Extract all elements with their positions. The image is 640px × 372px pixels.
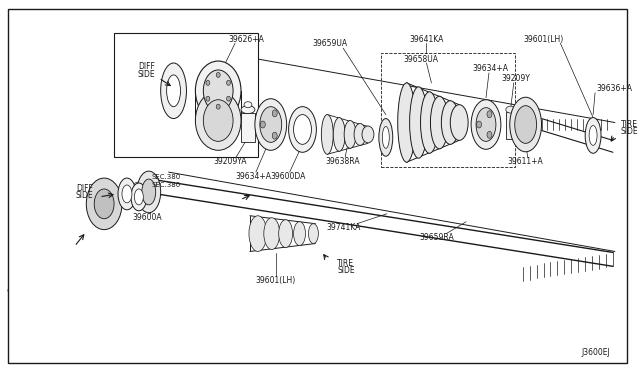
Ellipse shape	[515, 106, 536, 143]
Ellipse shape	[206, 96, 210, 101]
Text: 39209YA: 39209YA	[213, 157, 247, 166]
Text: 39209Y: 39209Y	[501, 74, 530, 83]
Text: 39626+A: 39626+A	[228, 35, 264, 44]
Bar	[241, 113, 255, 142]
Ellipse shape	[321, 115, 333, 154]
Ellipse shape	[278, 220, 292, 247]
Ellipse shape	[344, 121, 356, 148]
Ellipse shape	[204, 70, 233, 112]
Ellipse shape	[272, 132, 277, 139]
Ellipse shape	[471, 100, 501, 149]
Ellipse shape	[227, 96, 230, 101]
Ellipse shape	[294, 115, 312, 144]
Ellipse shape	[241, 106, 255, 113]
Ellipse shape	[476, 108, 496, 141]
Text: 39741KA: 39741KA	[326, 223, 360, 232]
Text: SEC.380: SEC.380	[152, 182, 181, 188]
Ellipse shape	[289, 107, 316, 152]
Ellipse shape	[216, 73, 220, 77]
Ellipse shape	[206, 80, 210, 85]
Ellipse shape	[308, 224, 318, 244]
Polygon shape	[8, 157, 117, 296]
Text: TIRE: TIRE	[337, 259, 354, 268]
Text: 39600DA: 39600DA	[270, 171, 305, 180]
Ellipse shape	[195, 91, 241, 150]
Text: DIFF: DIFF	[76, 185, 93, 193]
Ellipse shape	[487, 131, 492, 138]
Text: SIDE: SIDE	[138, 70, 156, 79]
Text: 39601(LH): 39601(LH)	[255, 276, 296, 285]
Text: 39659UA: 39659UA	[313, 39, 348, 48]
Text: DIFF: DIFF	[138, 62, 156, 71]
Text: SIDE: SIDE	[337, 266, 355, 275]
Ellipse shape	[260, 121, 266, 128]
Text: 39611+A: 39611+A	[508, 157, 543, 166]
Bar	[114, 33, 258, 157]
Ellipse shape	[260, 107, 282, 142]
Text: SIDE: SIDE	[76, 192, 93, 201]
Ellipse shape	[134, 189, 143, 205]
Ellipse shape	[272, 110, 277, 117]
Ellipse shape	[487, 111, 492, 118]
Ellipse shape	[420, 92, 438, 153]
Text: 39659RA: 39659RA	[419, 233, 454, 242]
Ellipse shape	[589, 125, 597, 145]
Ellipse shape	[264, 218, 280, 250]
Text: 39634+A: 39634+A	[472, 64, 508, 73]
Text: TIRE: TIRE	[621, 120, 638, 129]
Ellipse shape	[431, 96, 448, 149]
Text: 39636+A: 39636+A	[596, 84, 632, 93]
Ellipse shape	[216, 104, 220, 109]
Text: SEC.380: SEC.380	[152, 174, 181, 180]
Bar	[506, 112, 516, 140]
Ellipse shape	[255, 99, 287, 150]
Bar	[381, 53, 515, 167]
Ellipse shape	[227, 80, 230, 85]
Ellipse shape	[585, 118, 601, 153]
Text: 39638RA: 39638RA	[326, 157, 360, 166]
Ellipse shape	[131, 183, 147, 211]
Ellipse shape	[122, 185, 132, 203]
Text: J3600EJ: J3600EJ	[581, 348, 610, 357]
Ellipse shape	[161, 63, 186, 119]
Ellipse shape	[477, 121, 481, 128]
Ellipse shape	[94, 189, 114, 219]
Text: 39600A: 39600A	[132, 213, 161, 222]
Ellipse shape	[249, 216, 267, 251]
Ellipse shape	[382, 126, 389, 148]
Text: 39658UA: 39658UA	[403, 55, 438, 64]
Ellipse shape	[333, 118, 345, 151]
Ellipse shape	[506, 106, 516, 113]
Ellipse shape	[451, 105, 468, 140]
Text: 39634+A: 39634+A	[235, 171, 271, 180]
Ellipse shape	[294, 222, 305, 246]
Ellipse shape	[354, 124, 366, 145]
Ellipse shape	[142, 179, 156, 205]
Ellipse shape	[397, 83, 415, 162]
Text: SIDE: SIDE	[621, 127, 639, 136]
Ellipse shape	[86, 178, 122, 230]
Ellipse shape	[410, 87, 428, 158]
Text: 39641KA: 39641KA	[410, 35, 444, 44]
Ellipse shape	[118, 178, 136, 210]
Ellipse shape	[137, 171, 161, 213]
Ellipse shape	[442, 101, 460, 144]
Ellipse shape	[362, 126, 374, 143]
Ellipse shape	[379, 119, 393, 156]
Text: 39601(LH): 39601(LH)	[524, 35, 564, 44]
Ellipse shape	[195, 61, 241, 121]
Ellipse shape	[204, 100, 233, 141]
Ellipse shape	[166, 75, 180, 107]
Ellipse shape	[244, 102, 252, 108]
Ellipse shape	[510, 97, 541, 152]
